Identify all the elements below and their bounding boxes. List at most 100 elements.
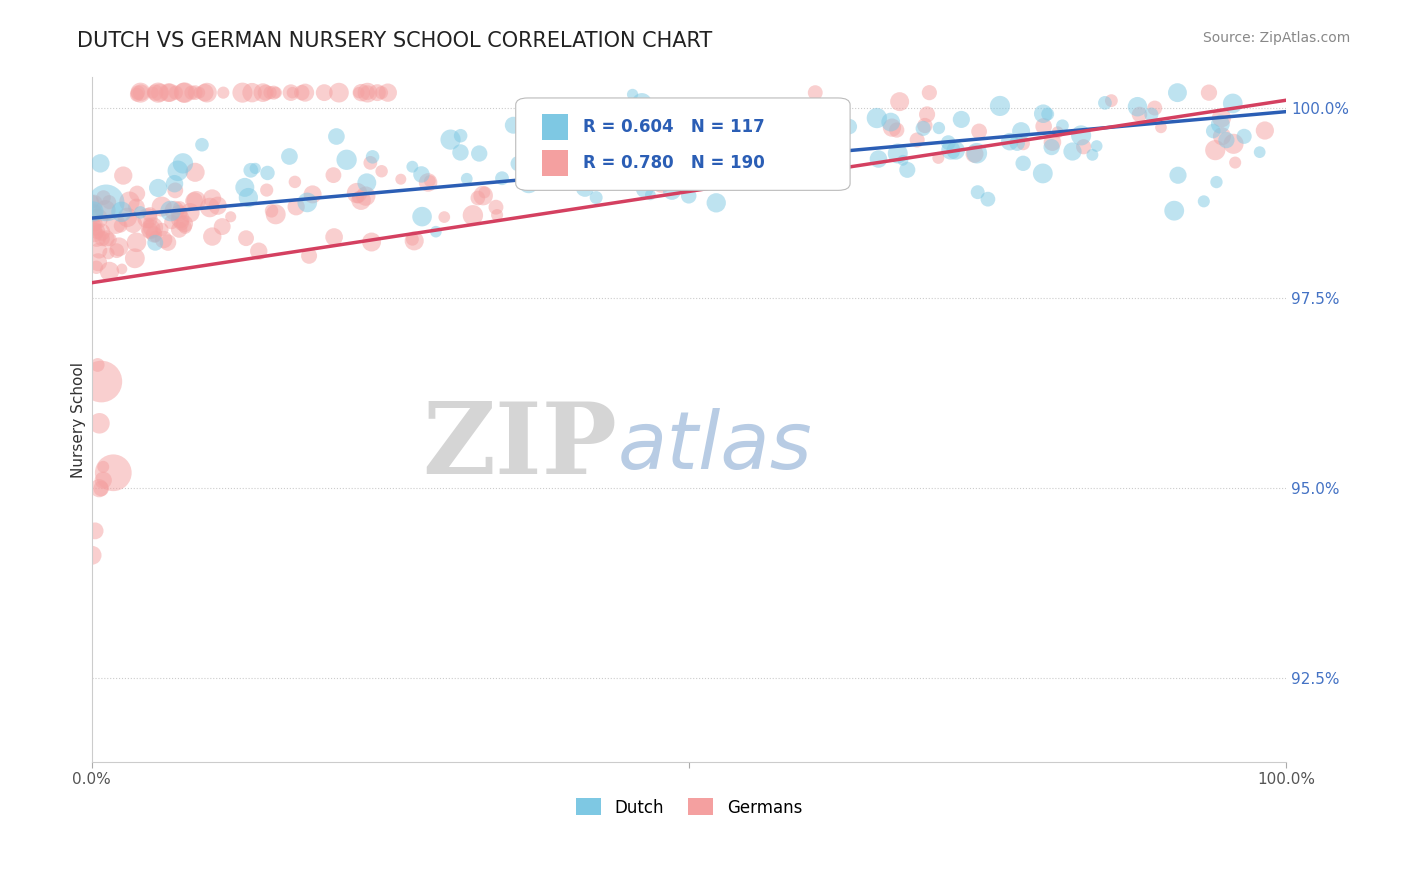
Point bbox=[886, 123, 908, 137]
Point bbox=[91, 459, 114, 474]
Point bbox=[1209, 117, 1232, 131]
Point bbox=[1225, 155, 1247, 169]
Point bbox=[582, 159, 605, 173]
Point bbox=[350, 193, 373, 207]
Point bbox=[111, 262, 134, 277]
Point bbox=[491, 171, 513, 186]
Point bbox=[1222, 96, 1244, 111]
Point bbox=[1046, 125, 1069, 139]
Point bbox=[361, 150, 384, 164]
Point bbox=[605, 158, 627, 172]
Point bbox=[450, 145, 472, 160]
Point bbox=[87, 255, 110, 269]
Point bbox=[461, 208, 484, 222]
Point bbox=[1150, 120, 1173, 135]
Point bbox=[183, 194, 205, 208]
Point bbox=[104, 217, 127, 231]
Point bbox=[1042, 135, 1064, 149]
Point bbox=[1062, 145, 1084, 159]
Legend: Dutch, Germans: Dutch, Germans bbox=[569, 792, 808, 823]
Point bbox=[359, 156, 381, 170]
Point bbox=[1010, 124, 1032, 138]
Point bbox=[1036, 107, 1059, 121]
Point bbox=[173, 217, 195, 231]
Point bbox=[125, 200, 148, 214]
Point bbox=[796, 144, 818, 158]
Point bbox=[87, 481, 110, 495]
Text: ZIP: ZIP bbox=[422, 399, 617, 495]
Point bbox=[1166, 86, 1188, 100]
Point bbox=[325, 129, 347, 144]
Point bbox=[322, 168, 344, 182]
Point bbox=[245, 161, 267, 176]
Point bbox=[159, 86, 181, 100]
Point bbox=[1143, 101, 1166, 115]
Point bbox=[143, 235, 166, 250]
Text: R = 0.604   N = 117: R = 0.604 N = 117 bbox=[582, 119, 765, 136]
Point bbox=[377, 86, 399, 100]
Point bbox=[370, 164, 392, 178]
Point bbox=[880, 115, 903, 129]
Point bbox=[156, 235, 179, 250]
Point bbox=[91, 473, 114, 487]
Point bbox=[336, 153, 359, 167]
Point bbox=[370, 86, 392, 100]
Point bbox=[1085, 139, 1108, 153]
Point bbox=[827, 105, 849, 120]
Point bbox=[789, 143, 811, 157]
Point bbox=[727, 175, 749, 189]
Point bbox=[235, 231, 257, 245]
Point bbox=[1099, 94, 1122, 108]
Point bbox=[707, 142, 730, 156]
Point bbox=[256, 183, 278, 197]
Point bbox=[1215, 133, 1237, 147]
Point bbox=[1249, 145, 1271, 160]
Point bbox=[142, 86, 165, 100]
Point bbox=[138, 216, 160, 230]
Point bbox=[631, 96, 654, 111]
Point bbox=[998, 135, 1021, 149]
Point bbox=[86, 211, 108, 226]
Point bbox=[1126, 100, 1149, 114]
Point bbox=[1094, 95, 1116, 110]
Point bbox=[868, 152, 890, 166]
Point bbox=[83, 227, 105, 241]
Point bbox=[86, 224, 108, 238]
Point bbox=[146, 86, 169, 100]
Point bbox=[167, 206, 190, 220]
Point bbox=[122, 217, 145, 231]
Point bbox=[198, 201, 221, 215]
Point bbox=[366, 86, 388, 100]
Point bbox=[1128, 107, 1150, 121]
Point bbox=[152, 233, 174, 247]
Point bbox=[180, 86, 202, 100]
Point bbox=[891, 153, 914, 168]
Point bbox=[172, 156, 194, 170]
Point bbox=[1005, 136, 1028, 150]
Point bbox=[927, 151, 949, 165]
Point bbox=[84, 222, 107, 236]
Point bbox=[689, 135, 711, 149]
Point bbox=[125, 235, 148, 250]
Point bbox=[797, 120, 820, 135]
Point bbox=[936, 136, 959, 150]
Point bbox=[582, 171, 605, 186]
Point bbox=[1204, 143, 1226, 157]
Point bbox=[678, 189, 700, 203]
Point bbox=[574, 180, 596, 194]
Point bbox=[127, 186, 149, 201]
Point bbox=[704, 195, 727, 210]
Point bbox=[889, 95, 911, 109]
Point bbox=[589, 160, 612, 174]
Point bbox=[188, 86, 211, 100]
Point bbox=[439, 133, 461, 147]
Point bbox=[628, 158, 651, 172]
Point bbox=[184, 165, 207, 179]
Point bbox=[252, 86, 274, 100]
Point bbox=[166, 163, 188, 178]
Point bbox=[89, 244, 111, 258]
Point bbox=[186, 194, 208, 208]
Point bbox=[83, 218, 105, 232]
Point bbox=[298, 249, 321, 263]
Point bbox=[1163, 203, 1185, 218]
